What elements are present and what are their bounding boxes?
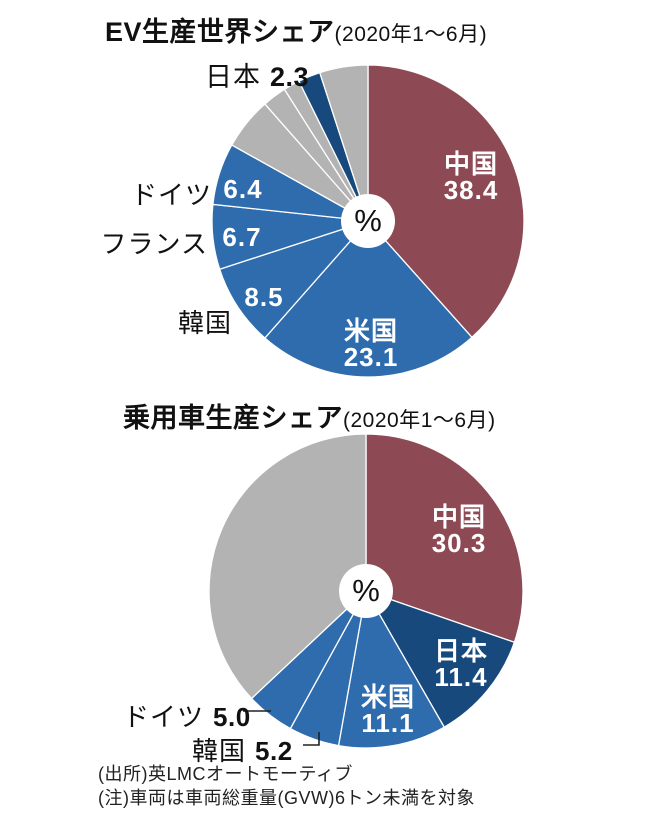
chart2-title-text: 乗用車生産シェア <box>123 403 343 433</box>
chart2-label-us: 米国 11.1 <box>328 684 448 736</box>
chart1-japan-value: 2.3 <box>270 62 310 92</box>
korea-leader-line <box>303 732 320 746</box>
pie1-center-hole <box>341 194 395 248</box>
chart2-percent-symbol: % <box>352 573 380 608</box>
pie2-slice-china <box>365 433 524 644</box>
chart2-label-korea: 韓国 5.2 <box>192 731 293 768</box>
chart1-title-period: (2020年1～6月) <box>334 23 488 46</box>
chart1-china-name: 中国 <box>443 149 498 179</box>
chart2-title-period: (2020年1～6月) <box>343 409 496 432</box>
pie1-slice-others-4 <box>318 64 369 222</box>
pie2-slice-japan <box>364 589 516 729</box>
chart1-label-france-name: フランス <box>100 229 208 259</box>
pie2-slice-others <box>208 433 367 700</box>
leader-lines <box>243 710 320 746</box>
chart1-label-japan: 日本 2.3 <box>205 55 309 94</box>
chart1-china-value: 38.4 <box>443 175 499 205</box>
chart1-us-name: 米国 <box>343 316 398 346</box>
chart1-us-value: 23.1 <box>343 342 399 372</box>
chart2-label-china: 中国 30.3 <box>399 504 519 556</box>
pie1-slice-china <box>367 64 525 339</box>
chart1-japan-name: 日本 <box>205 62 261 92</box>
chart2-china-name: 中国 <box>431 502 486 532</box>
chart2-germany-name: ドイツ <box>123 702 205 732</box>
chart1-korea-value: 8.5 <box>244 282 284 312</box>
chart1-label-korea-name: 韓国 <box>177 308 232 338</box>
chart2-germany-value: 5.0 <box>213 702 251 732</box>
car-share-pie <box>208 433 524 749</box>
chart2-us-value: 11.1 <box>361 708 415 738</box>
source-note: (出所)英LMCオートモーティブ <box>98 764 353 784</box>
chart2-korea-name: 韓国 <box>192 736 247 766</box>
chart1-percent-symbol: % <box>354 203 382 238</box>
pie1-slice-us <box>263 220 473 378</box>
footer: (出所)英LMCオートモーティブ (注)車両は車両総重量(GVW)6トン未満を対… <box>98 762 475 811</box>
scope-note: (注)車両は車両総重量(GVW)6トン未満を対象 <box>98 788 475 809</box>
chart1-label-us: 米国 23.1 <box>311 318 431 370</box>
chart2-title: 乗用車生産シェア(2020年1～6月) <box>123 396 496 435</box>
chart1-france-value: 6.7 <box>222 222 262 252</box>
chart2-china-value: 30.3 <box>431 528 487 558</box>
chart1-germany-value: 6.4 <box>223 174 263 204</box>
chart1-label-china: 中国 38.4 <box>411 151 531 203</box>
chart2-label-japan: 日本 11.4 <box>401 638 521 690</box>
chart2-label-germany: ドイツ 5.0 <box>123 697 251 734</box>
chart2-japan-value: 11.4 <box>434 662 488 692</box>
pie1-slice-korea <box>218 219 371 339</box>
chart2-us-name: 米国 <box>360 682 415 712</box>
pie2-center-hole <box>339 564 393 618</box>
ev-share-pie <box>211 64 525 378</box>
chart2-korea-value: 5.2 <box>255 736 293 766</box>
chart1-title: EV生産世界シェア(2020年1～6月) <box>105 10 487 49</box>
chart2-japan-name: 日本 <box>433 636 488 666</box>
pie2-slice-us <box>337 589 446 749</box>
chart1-label-germany-name: ドイツ <box>130 180 212 210</box>
chart1-title-text: EV生産世界シェア <box>105 17 335 47</box>
